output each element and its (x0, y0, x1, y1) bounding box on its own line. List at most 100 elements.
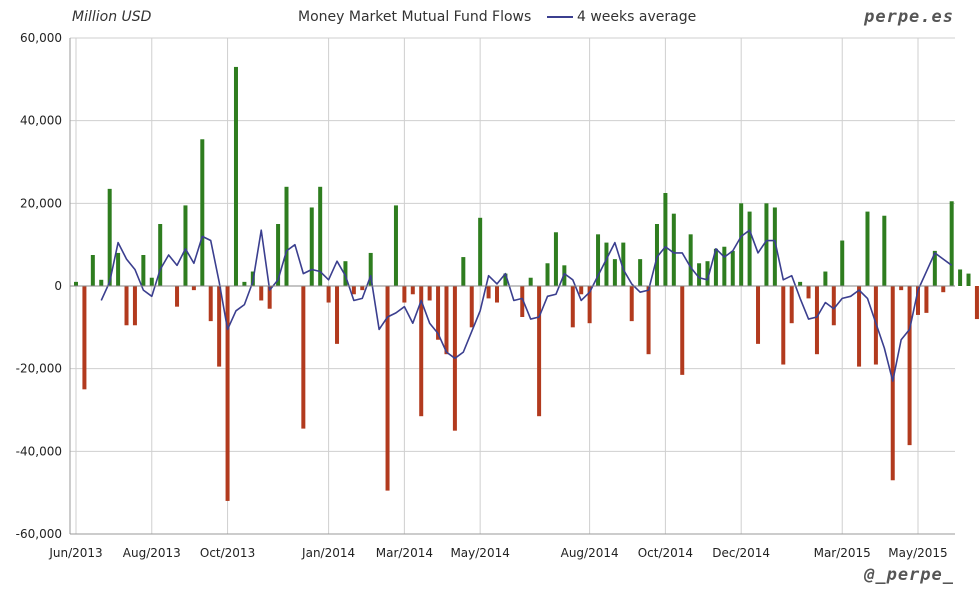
inflow-bar (99, 279, 104, 286)
four-week-average-line (100, 229, 953, 382)
inflow-bar (772, 207, 777, 286)
outflow-bar (890, 286, 895, 481)
inflow-bar (966, 273, 971, 286)
outflow-bar (427, 286, 432, 301)
inflow-bar (503, 273, 508, 286)
inflow-bar (747, 211, 752, 286)
x-tick-label: Mar/2015 (814, 546, 871, 560)
outflow-bar (191, 286, 196, 291)
inflow-bar (713, 248, 718, 286)
outflow-bar (402, 286, 407, 303)
inflow-bar (654, 224, 659, 286)
inflow-bar (958, 269, 963, 286)
y-tick-label: 40,000 (20, 114, 62, 128)
outflow-bar (520, 286, 525, 317)
outflow-bar (225, 286, 230, 501)
x-tick-label: Mar/2014 (376, 546, 433, 560)
outflow-bar (259, 286, 264, 301)
outflow-bar (335, 286, 340, 344)
inflow-bar (74, 281, 78, 286)
brand-watermark-bottom: @_perpe_ (864, 565, 954, 585)
outflow-bar (469, 286, 474, 328)
inflow-bar (368, 252, 373, 286)
legend: 4 weeks average (547, 9, 696, 25)
inflow-bar (612, 259, 617, 286)
inflow-bar (739, 203, 744, 286)
x-tick-label: Jun/2013 (48, 546, 102, 560)
outflow-bar (351, 286, 356, 295)
outflow-bar (436, 286, 441, 340)
inflow-bar (882, 215, 887, 286)
outflow-bar (495, 286, 499, 303)
outflow-bar (410, 286, 415, 295)
inflow-bar (764, 203, 769, 286)
inflow-bar (478, 217, 483, 286)
y-tick-label: 20,000 (20, 196, 62, 210)
inflow-bar (840, 240, 845, 286)
outflow-bar (789, 286, 794, 324)
inflow-bar (638, 259, 643, 286)
y-tick-label: -60,000 (16, 527, 62, 541)
outflow-bar (646, 286, 651, 355)
outflow-bar (907, 286, 912, 446)
inflow-bar (284, 186, 289, 286)
inflow-bar (276, 224, 281, 286)
outflow-bar (486, 286, 491, 299)
outflow-bar (974, 286, 979, 320)
inflow-bar (158, 224, 163, 286)
inflow-bar (141, 255, 146, 286)
outflow-bar (82, 286, 87, 390)
inflow-bar (823, 271, 828, 286)
inflow-bar (183, 205, 188, 286)
inflow-bar (116, 252, 121, 286)
inflow-bar (722, 246, 727, 286)
outflow-bar (217, 286, 222, 367)
legend-label: 4 weeks average (577, 9, 697, 25)
outflow-bar (124, 286, 129, 326)
inflow-bar (932, 250, 937, 286)
outflow-bar (385, 286, 390, 491)
outflow-bar (941, 286, 946, 293)
outflow-bar (680, 286, 685, 375)
outflow-bar (175, 286, 180, 307)
outflow-bar (899, 286, 904, 291)
outflow-bar (537, 286, 542, 417)
x-tick-label: Aug/2013 (123, 546, 181, 560)
axes: 60,000 40,000 20,000 0 -20,000 -40,000 -60,000… (16, 31, 955, 560)
inflow-bar (730, 250, 735, 286)
outflow-bar (360, 286, 365, 291)
x-tick-label: May/2014 (450, 546, 509, 560)
brand-watermark-top: perpe.es (864, 7, 954, 27)
outflow-bar (924, 286, 929, 313)
y-tick-label: -20,000 (16, 362, 62, 376)
inflow-bar (461, 257, 466, 286)
outflow-bar (806, 286, 811, 299)
inflow-bar (688, 234, 693, 286)
inflow-bar (596, 234, 601, 286)
outflow-bar (857, 286, 862, 367)
inflow-bar (149, 277, 154, 286)
inflow-bar (393, 205, 398, 286)
x-tick-label: Jan/2014 (301, 546, 355, 560)
x-tick-label: Oct/2013 (200, 546, 255, 560)
outflow-bar (132, 286, 137, 326)
inflow-bar (621, 242, 626, 286)
y-tick-label: -40,000 (16, 444, 62, 458)
inflow-bar (318, 186, 323, 286)
outflow-bar (326, 286, 331, 303)
outflow-bar (444, 286, 449, 355)
y-tick-label: 60,000 (20, 31, 62, 45)
inflow-bar (309, 207, 314, 286)
inflow-bar (553, 232, 558, 286)
average-line-layer (100, 229, 953, 382)
inflow-bar (671, 213, 676, 286)
inflow-bar (90, 255, 95, 286)
outflow-bar (916, 286, 920, 315)
outflow-bar (831, 286, 836, 326)
chart-title: Money Market Mutual Fund Flows (298, 9, 532, 25)
x-tick-label: Aug/2014 (561, 546, 619, 560)
inflow-bar (343, 261, 348, 286)
y-unit-label: Million USD (72, 9, 152, 25)
inflow-bar (604, 242, 609, 286)
inflow-bar (697, 263, 702, 286)
